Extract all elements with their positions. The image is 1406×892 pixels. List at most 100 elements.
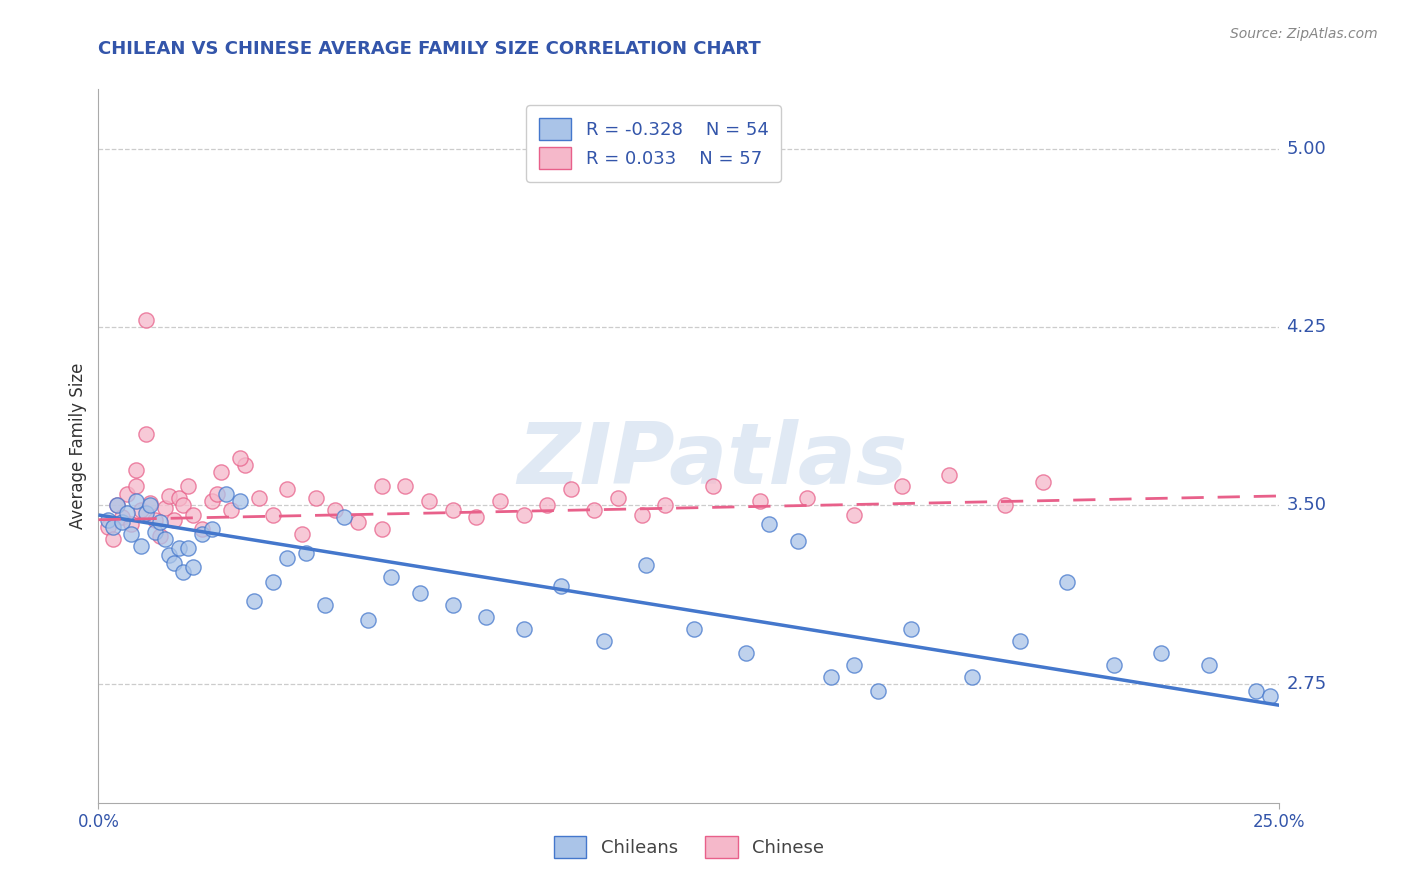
Point <box>105 499 128 513</box>
Point <box>177 541 200 556</box>
Text: 4.25: 4.25 <box>1286 318 1327 336</box>
Point <box>418 493 440 508</box>
Point <box>305 491 328 506</box>
Point <box>489 493 512 508</box>
Point <box>143 524 166 539</box>
Point <box>97 520 120 534</box>
Point <box>157 549 180 563</box>
Point <box>654 499 676 513</box>
Point <box>201 522 224 536</box>
Point <box>441 599 464 613</box>
Point <box>167 541 190 556</box>
Point <box>994 499 1017 513</box>
Point <box>149 515 172 529</box>
Point <box>135 506 157 520</box>
Point <box>323 503 346 517</box>
Point <box>181 560 204 574</box>
Point <box>125 493 148 508</box>
Point <box>172 499 194 513</box>
Point <box>205 486 228 500</box>
Point <box>536 499 558 513</box>
Point <box>201 493 224 508</box>
Text: 3.50: 3.50 <box>1286 497 1326 515</box>
Point <box>262 574 284 589</box>
Text: CHILEAN VS CHINESE AVERAGE FAMILY SIZE CORRELATION CHART: CHILEAN VS CHINESE AVERAGE FAMILY SIZE C… <box>98 40 761 58</box>
Point <box>1198 657 1220 672</box>
Point <box>560 482 582 496</box>
Point <box>844 657 866 672</box>
Text: 2.75: 2.75 <box>1286 675 1327 693</box>
Point <box>1258 689 1281 703</box>
Point <box>181 508 204 522</box>
Point <box>121 527 143 541</box>
Point <box>191 522 214 536</box>
Point <box>796 491 818 506</box>
Point <box>820 670 842 684</box>
Point <box>408 586 430 600</box>
Point <box>177 479 200 493</box>
Point <box>1032 475 1054 489</box>
Point <box>101 532 124 546</box>
Point <box>866 684 889 698</box>
Point <box>512 508 534 522</box>
Point <box>593 634 616 648</box>
Point <box>243 593 266 607</box>
Point <box>371 479 394 493</box>
Point <box>347 515 370 529</box>
Point <box>101 520 124 534</box>
Point <box>111 510 134 524</box>
Point <box>115 506 138 520</box>
Point <box>149 529 172 543</box>
Point <box>153 500 176 515</box>
Point <box>890 479 912 493</box>
Point <box>636 558 658 572</box>
Point <box>191 527 214 541</box>
Point <box>1150 646 1173 660</box>
Point <box>115 486 138 500</box>
Legend: Chileans, Chinese: Chileans, Chinese <box>547 829 831 865</box>
Point <box>139 496 162 510</box>
Point <box>702 479 724 493</box>
Point <box>314 599 336 613</box>
Point <box>371 522 394 536</box>
Point <box>682 622 704 636</box>
Point <box>125 463 148 477</box>
Y-axis label: Average Family Size: Average Family Size <box>69 363 87 529</box>
Point <box>290 527 312 541</box>
Point <box>129 539 152 553</box>
Point <box>1244 684 1267 698</box>
Point <box>962 670 984 684</box>
Point <box>758 517 780 532</box>
Point <box>748 493 770 508</box>
Point <box>607 491 630 506</box>
Point <box>512 622 534 636</box>
Point <box>219 503 242 517</box>
Point <box>734 646 756 660</box>
Point <box>229 493 252 508</box>
Point <box>153 532 176 546</box>
Point <box>333 510 356 524</box>
Point <box>247 491 270 506</box>
Point <box>105 499 128 513</box>
Point <box>295 546 318 560</box>
Point <box>135 427 157 442</box>
Point <box>163 556 186 570</box>
Point <box>163 513 186 527</box>
Point <box>938 467 960 482</box>
Point <box>900 622 922 636</box>
Point <box>630 508 652 522</box>
Point <box>167 491 190 506</box>
Point <box>276 550 298 565</box>
Point <box>172 565 194 579</box>
Point <box>583 503 606 517</box>
Point <box>121 517 143 532</box>
Point <box>111 515 134 529</box>
Point <box>1056 574 1078 589</box>
Point <box>229 450 252 465</box>
Point <box>135 313 157 327</box>
Point <box>139 499 162 513</box>
Point <box>129 503 152 517</box>
Point <box>1008 634 1031 648</box>
Text: ZIPatlas: ZIPatlas <box>517 418 908 502</box>
Point <box>394 479 416 493</box>
